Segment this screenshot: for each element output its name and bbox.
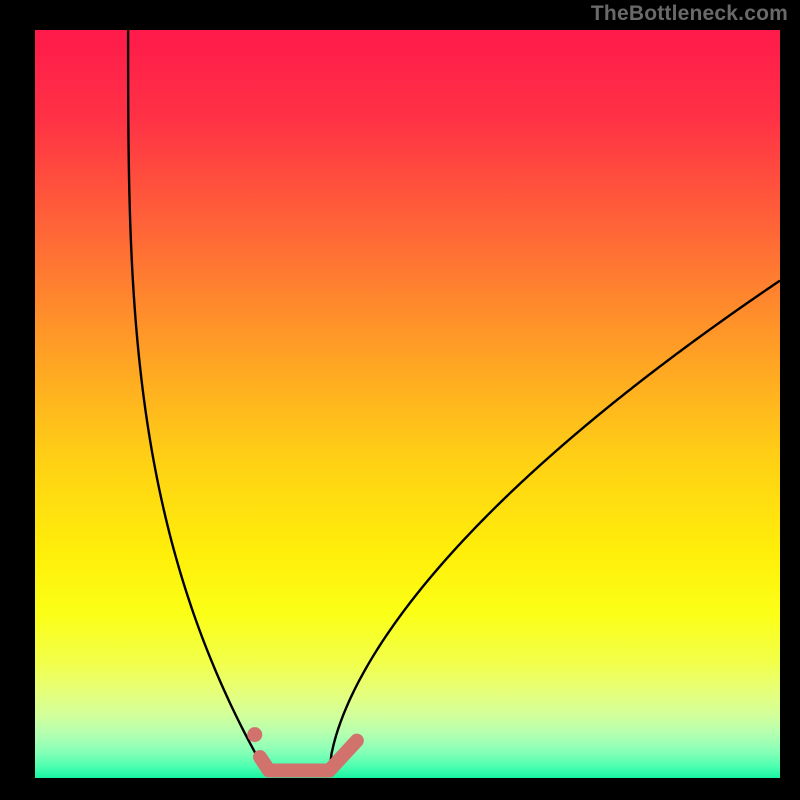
- watermark-text: TheBottleneck.com: [591, 2, 788, 26]
- chart-svg: [0, 0, 800, 800]
- chart-frame: TheBottleneck.com: [0, 0, 800, 800]
- gradient-background: [35, 30, 780, 778]
- marker-dot: [247, 727, 262, 742]
